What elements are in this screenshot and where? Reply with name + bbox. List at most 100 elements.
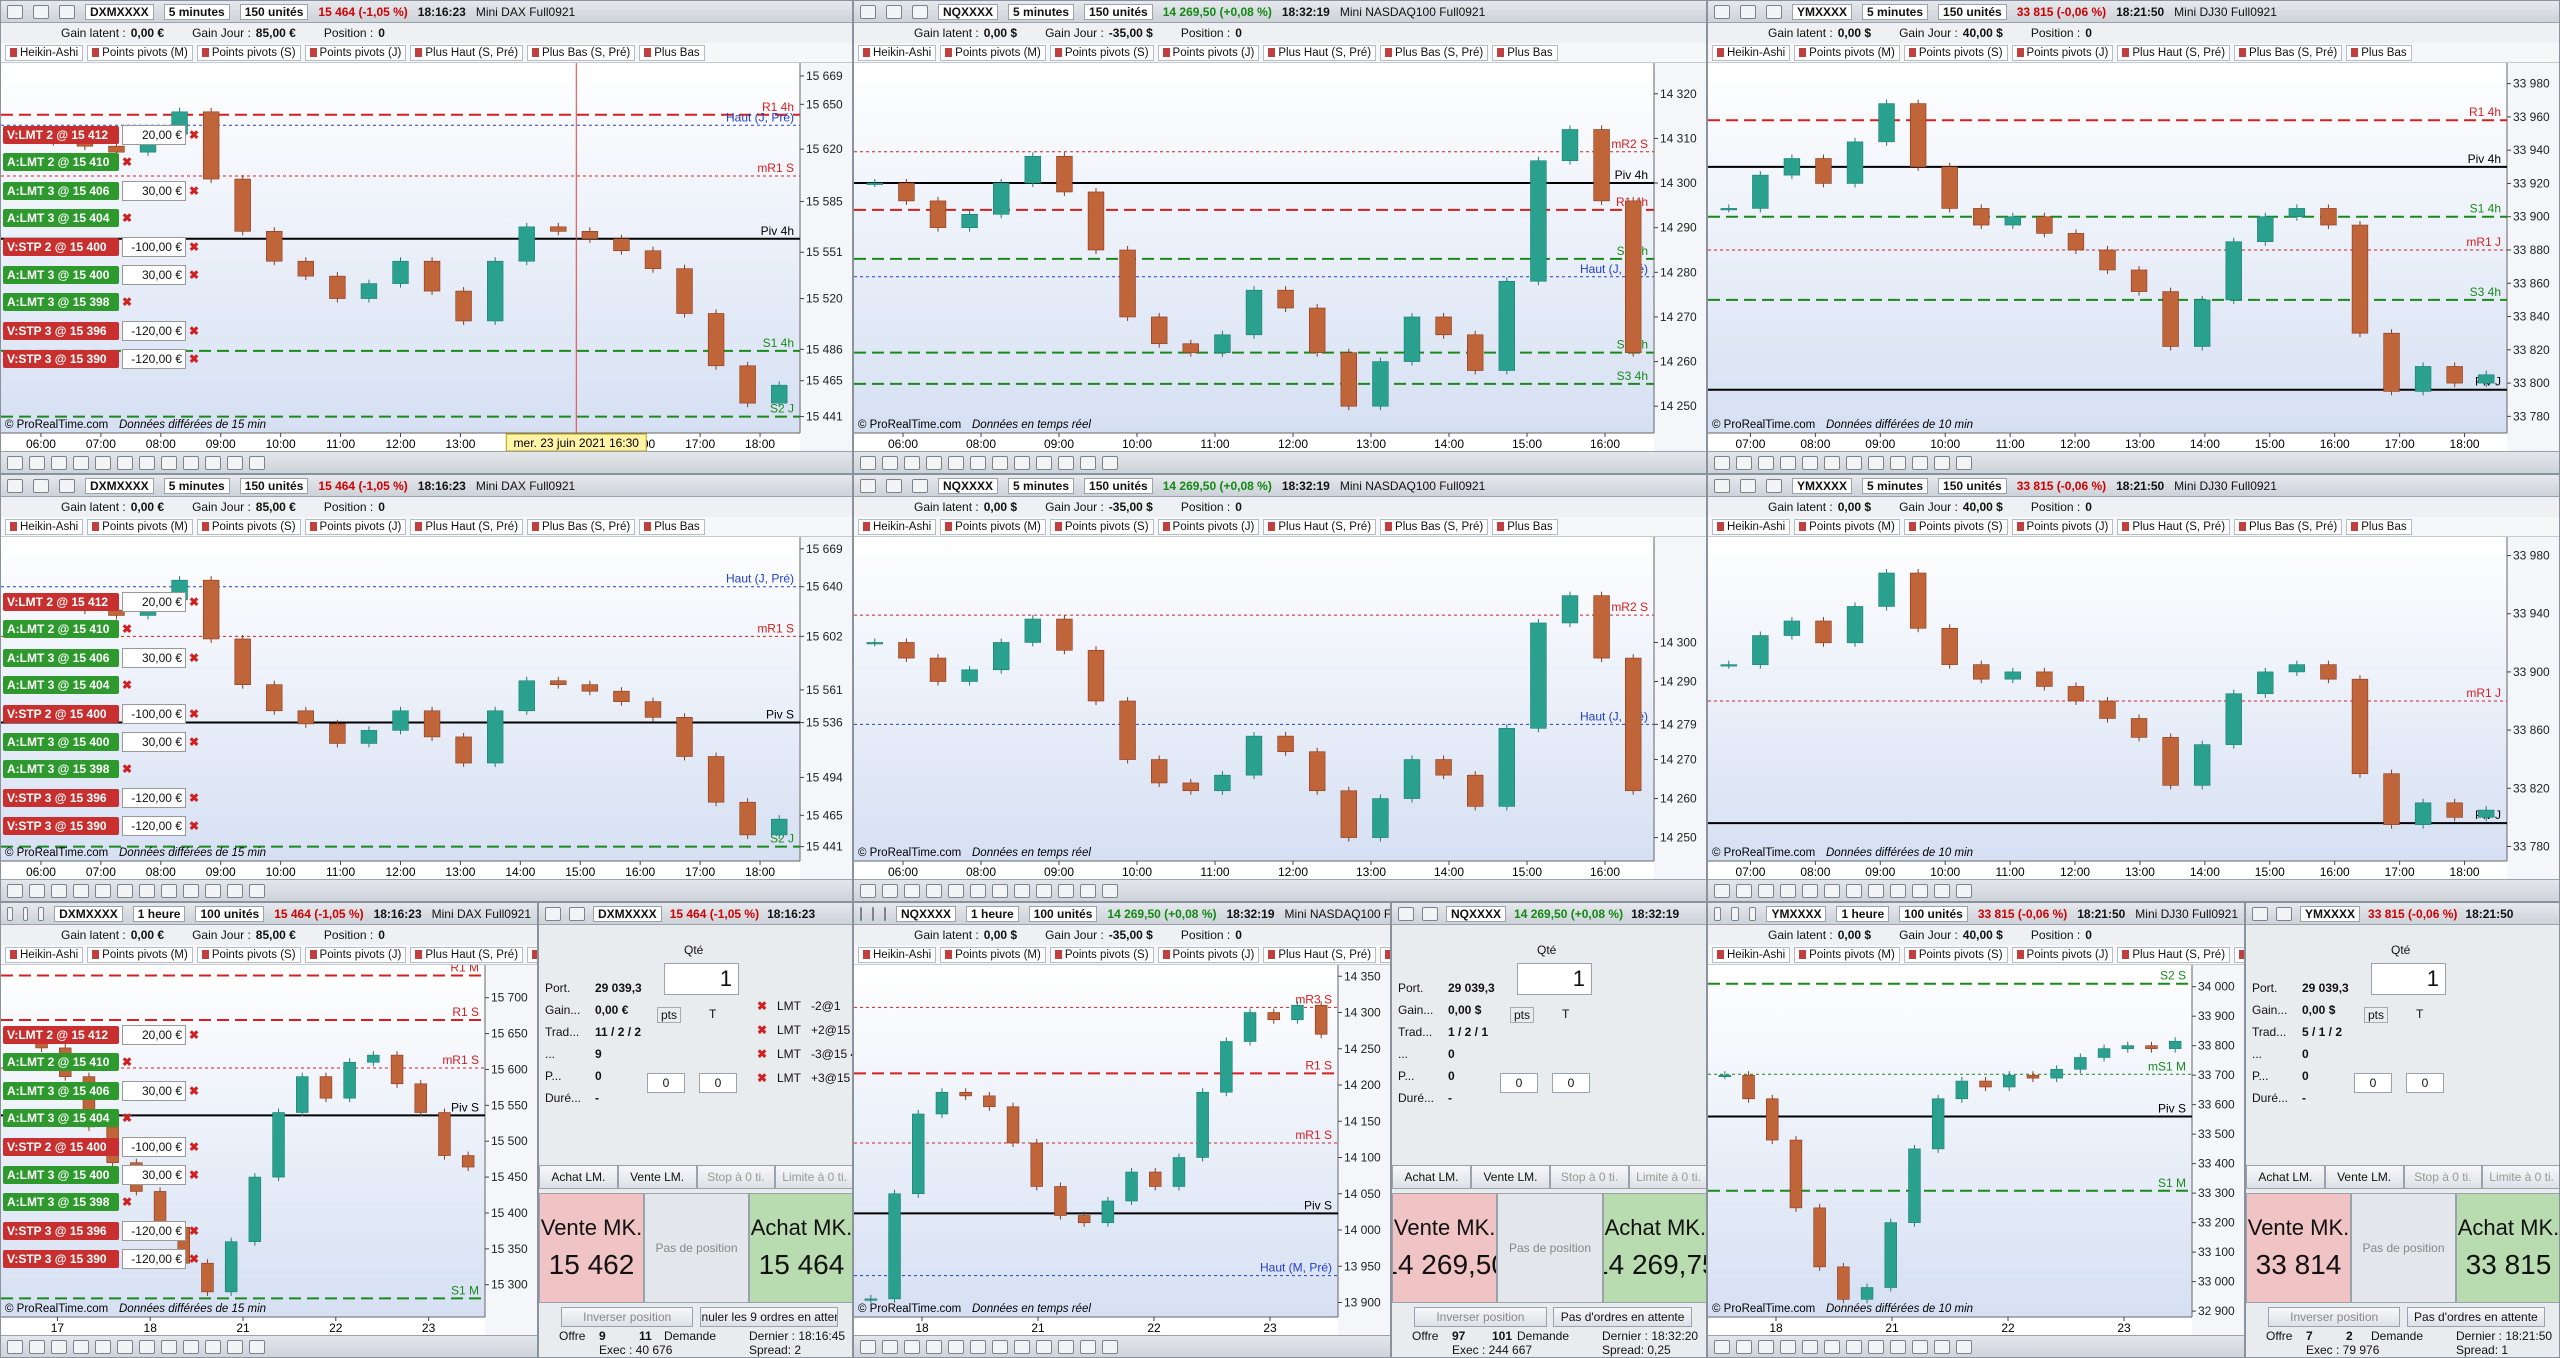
toolbar-icon[interactable]	[1731, 906, 1739, 921]
order-button[interactable]: Limite à 0 ti.	[775, 1165, 852, 1189]
indicator-tab[interactable]: Points pivots (M)	[87, 518, 193, 535]
indicator-tab[interactable]: Plus Bas (S, Pré)	[527, 44, 636, 61]
toolbar-icon[interactable]	[161, 883, 177, 898]
toolbar-icon[interactable]	[1956, 1339, 1972, 1354]
order-label[interactable]: A:LMT 3 @ 15 398	[3, 760, 119, 779]
cancel-orders[interactable]: Annuler les 9 ordres en attente	[699, 1307, 839, 1327]
timeframe[interactable]: 5 minutes	[163, 3, 230, 20]
toolbar-icon[interactable]	[2276, 906, 2292, 921]
toolbar-icon[interactable]	[7, 478, 23, 493]
toolbar-icon[interactable]	[22, 906, 29, 921]
toolbar-icon[interactable]	[1868, 1339, 1884, 1354]
order-cancel[interactable]: ✖	[189, 707, 200, 722]
indicator-tab[interactable]: Points pivots (M)	[940, 44, 1046, 61]
toolbar-icon[interactable]	[1080, 883, 1096, 898]
reverse-position[interactable]: Inverser position	[561, 1307, 694, 1327]
toolbar-icon[interactable]	[1736, 455, 1752, 470]
indicator-tab[interactable]: Points pivots (M)	[87, 946, 193, 963]
indicator-tab[interactable]: Plus Bas	[639, 518, 705, 535]
toolbar-icon[interactable]	[1080, 1339, 1096, 1354]
toolbar-icon[interactable]	[1714, 455, 1730, 470]
indicator-tab[interactable]: Plus Bas	[639, 44, 705, 61]
order-label[interactable]: A:LMT 3 @ 15 400	[3, 1165, 119, 1184]
indicator-tab[interactable]: Heikin-Ashi	[5, 44, 84, 61]
timeframe[interactable]: 1 heure	[1836, 905, 1890, 922]
indicator-tab[interactable]: Plus Bas (S, Pré)	[2234, 44, 2343, 61]
cancel-orders[interactable]: Pas d'ordres en attente	[1553, 1307, 1693, 1327]
order-label[interactable]: V:STP 2 @ 15 400	[3, 1137, 119, 1156]
toolbar-icon[interactable]	[117, 455, 133, 470]
toolbar-icon[interactable]	[1824, 455, 1840, 470]
toolbar-icon[interactable]	[1802, 1339, 1818, 1354]
toolbar-icon[interactable]	[1014, 1339, 1030, 1354]
reverse-position[interactable]: Inverser position	[1414, 1307, 1547, 1327]
toolbar-icon[interactable]	[1846, 883, 1862, 898]
toolbar-icon[interactable]	[882, 1339, 898, 1354]
toolbar-icon[interactable]	[884, 906, 886, 921]
order-button[interactable]: Achat LM.	[539, 1165, 618, 1189]
toolbar-icon[interactable]	[1714, 883, 1730, 898]
toolbar-icon[interactable]	[912, 478, 928, 493]
sell-market[interactable]: Vente MK. 14 269,50	[1392, 1193, 1498, 1303]
toolbar-icon[interactable]	[970, 1339, 986, 1354]
symbol[interactable]: NQXXXX	[938, 477, 999, 494]
units[interactable]: 150 unités	[239, 3, 309, 20]
toolbar-icon[interactable]	[1846, 1339, 1862, 1354]
order-cancel[interactable]: ✖	[122, 155, 133, 170]
order-cancel[interactable]: ✖	[122, 762, 133, 777]
order-button[interactable]: Achat LM.	[1392, 1165, 1471, 1189]
toolbar-icon[interactable]	[1766, 478, 1782, 493]
toolbar-icon[interactable]	[183, 883, 199, 898]
toolbar-icon[interactable]	[7, 883, 23, 898]
order-cancel[interactable]: ✖	[189, 1223, 200, 1238]
toolbar-icon[interactable]	[926, 455, 942, 470]
toolbar-icon[interactable]	[7, 906, 13, 921]
indicator-tab[interactable]: Plus Haut (S, Pré)	[410, 44, 524, 61]
indicator-tab[interactable]: Plus Haut (S, Pré)	[1263, 946, 1377, 963]
toolbar-icon[interactable]	[249, 1339, 265, 1354]
indicator-tab[interactable]: Plus Haut (S, Pré)	[2117, 44, 2231, 61]
t-label[interactable]: T	[2416, 1007, 2424, 1021]
toolbar-icon[interactable]	[205, 883, 221, 898]
order-cancel[interactable]: ✖	[189, 595, 200, 610]
toolbar-icon[interactable]	[1912, 1339, 1928, 1354]
toolbar-icon[interactable]	[1102, 883, 1118, 898]
toolbar-icon[interactable]	[249, 883, 265, 898]
offset-input[interactable]: 0	[647, 1073, 685, 1093]
offset-input[interactable]: 0	[2406, 1073, 2444, 1093]
indicator-tab[interactable]: Points pivots (M)	[87, 44, 193, 61]
timeframe[interactable]: 5 minutes	[1008, 477, 1075, 494]
toolbar-icon[interactable]	[1802, 455, 1818, 470]
toolbar-icon[interactable]	[1036, 1339, 1052, 1354]
toolbar-icon[interactable]	[59, 4, 75, 19]
toolbar-icon[interactable]	[33, 4, 49, 19]
indicator-tab[interactable]: Plus Bas	[1492, 44, 1558, 61]
indicator-tab[interactable]: Points pivots (J)	[304, 946, 407, 963]
indicator-tab[interactable]: Points pivots (J)	[1157, 44, 1260, 61]
indicator-tab[interactable]: Points pivots (J)	[1157, 946, 1260, 963]
toolbar-icon[interactable]	[227, 455, 243, 470]
indicator-tab[interactable]: Points pivots (S)	[196, 518, 301, 535]
order-button[interactable]: Limite à 0 ti.	[1629, 1165, 1706, 1189]
timeframe[interactable]: 5 minutes	[1862, 3, 1929, 20]
toolbar-icon[interactable]	[1014, 455, 1030, 470]
order-button[interactable]: Vente LM.	[617, 1165, 697, 1189]
qty-input[interactable]: 1	[664, 963, 739, 995]
indicator-tab[interactable]: Points pivots (J)	[2011, 946, 2114, 963]
indicator-tab[interactable]: Heikin-Ashi	[858, 946, 937, 963]
indicator-tab[interactable]: Plus Bas	[2346, 518, 2412, 535]
toolbar-icon[interactable]	[882, 883, 898, 898]
toolbar-icon[interactable]	[1956, 883, 1972, 898]
indicator-tab[interactable]: Points pivots (S)	[196, 44, 301, 61]
indicator-tab[interactable]: Points pivots (S)	[1049, 518, 1154, 535]
buy-market[interactable]: Achat MK. 14 269,75	[1602, 1193, 1706, 1303]
order-cancel[interactable]: ✖	[189, 1167, 200, 1182]
toolbar-icon[interactable]	[1058, 883, 1074, 898]
indicator-tab[interactable]: Points pivots (M)	[940, 946, 1046, 963]
toolbar-icon[interactable]	[7, 1339, 23, 1354]
order-cancel[interactable]: ✖	[189, 735, 200, 750]
toolbar-icon[interactable]	[139, 455, 155, 470]
indicator-tab[interactable]: Plus Haut (S, Pré)	[1263, 518, 1377, 535]
toolbar-icon[interactable]	[1802, 883, 1818, 898]
toolbar-icon[interactable]	[1846, 455, 1862, 470]
